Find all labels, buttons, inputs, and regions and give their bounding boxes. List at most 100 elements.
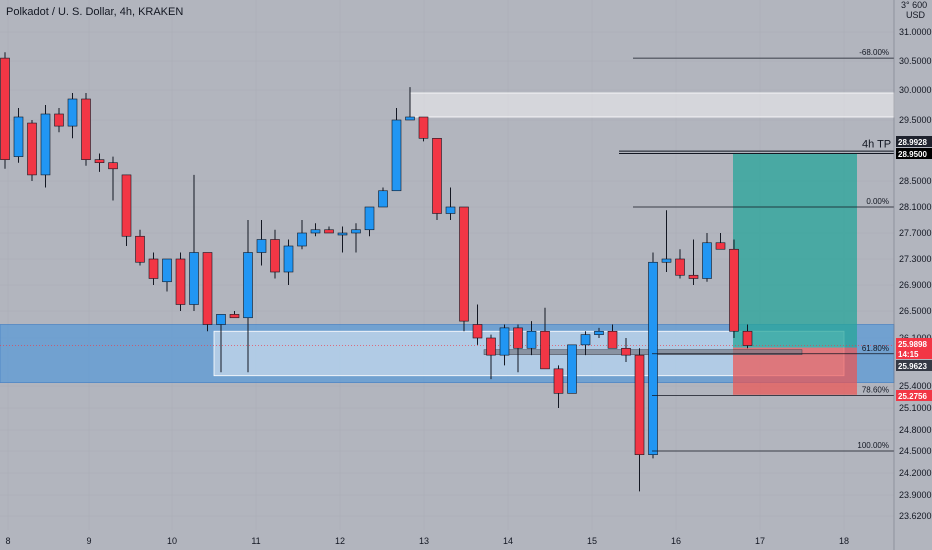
price-tag-label: 14:15 xyxy=(898,350,919,359)
price-tag-bg xyxy=(896,390,932,401)
price-tag-label: 25.2756 xyxy=(898,392,927,401)
x-tick-label: 10 xyxy=(167,536,177,546)
y-tick-label: 30.0000 xyxy=(899,85,932,95)
candle-body xyxy=(391,119,402,192)
x-tick-label: 15 xyxy=(587,536,597,546)
candle-body xyxy=(418,116,429,139)
candle-body xyxy=(675,258,685,276)
candle-body xyxy=(378,190,388,208)
candle-body xyxy=(648,261,658,455)
candle-body xyxy=(634,354,645,455)
y-tick-label: 25.1000 xyxy=(899,403,932,413)
price-axis[interactable]: 31.0000 30.5000 30.0000 29.5000 28.5000 28.10… xyxy=(893,0,932,550)
candle-body xyxy=(337,232,348,236)
candle-body xyxy=(702,242,712,279)
y-tick-label: 29.5000 xyxy=(899,115,932,125)
candle-body xyxy=(108,162,118,170)
candle-body xyxy=(580,334,591,346)
candle-body xyxy=(526,330,537,349)
x-tick-label: 16 xyxy=(671,536,681,546)
y-tick-label: 26.9000 xyxy=(899,280,932,290)
stop-loss-zone xyxy=(733,347,857,395)
candle-body xyxy=(13,116,24,157)
y-tick-label: 24.2000 xyxy=(899,468,932,478)
candle-body xyxy=(94,159,105,163)
candle-body xyxy=(175,258,186,305)
candle-body xyxy=(243,252,253,319)
price-tag-label: 25.9623 xyxy=(898,362,927,371)
x-tick-label: 17 xyxy=(755,536,765,546)
x-tick-label: 14 xyxy=(503,536,513,546)
fib-label: 61.80% xyxy=(862,344,889,353)
candle-body xyxy=(405,116,415,121)
candle-body xyxy=(202,252,213,325)
y-tick-label: 27.3000 xyxy=(899,254,932,264)
candle-body xyxy=(297,232,307,247)
candle-body xyxy=(513,327,523,349)
candle-body xyxy=(67,98,78,127)
candle-body xyxy=(742,330,753,346)
price-tag-label: 28.9500 xyxy=(898,150,927,159)
candle-body xyxy=(216,314,226,325)
candle-body xyxy=(81,98,91,160)
candle-body xyxy=(553,368,564,394)
candle-body xyxy=(364,206,375,231)
candle-body xyxy=(432,138,442,214)
price-tag-bg xyxy=(896,136,932,147)
fib-label: 78.60% xyxy=(862,386,889,395)
candle-body xyxy=(661,258,672,263)
x-tick-label: 13 xyxy=(419,536,429,546)
price-tag-bg xyxy=(896,360,932,371)
chart-title: Polkadot / U. S. Dollar, 4h, KRAKEN xyxy=(6,6,183,18)
x-tick-label: 18 xyxy=(839,536,849,546)
candle-body xyxy=(189,252,199,305)
candles[interactable] xyxy=(0,52,753,492)
y-tick-label: 28.5000 xyxy=(899,176,932,186)
candle-body xyxy=(715,242,726,250)
fib-label: -68.00% xyxy=(859,48,889,57)
price-tag-bg xyxy=(896,348,932,359)
candle-body xyxy=(135,235,145,263)
price-tag-label: 25.9898 xyxy=(898,340,927,349)
candle-body xyxy=(567,344,577,394)
fib-label: 100.00% xyxy=(857,441,889,450)
range-marker xyxy=(483,349,803,355)
fibonacci-levels: -68.00% 0.00% 61.80% 78.60% 100.00% xyxy=(633,48,894,452)
tp-annotation: 4h TP xyxy=(862,138,891,150)
zones: 4h TP xyxy=(0,92,895,395)
y-tick-label: 28.1000 xyxy=(899,202,932,212)
price-tag-bg xyxy=(896,148,932,159)
candle-body xyxy=(607,330,618,349)
price-tag-bg xyxy=(896,338,932,349)
y-tick-label: 27.7000 xyxy=(899,228,932,238)
candle-body xyxy=(0,57,10,160)
x-tick-label: 9 xyxy=(86,536,91,546)
candle-body xyxy=(472,324,483,339)
candle-body xyxy=(256,239,267,253)
candle-body xyxy=(324,229,334,234)
x-tick-label: 8 xyxy=(5,536,10,546)
y-tick-label: 25.4000 xyxy=(899,381,932,391)
y-tick-label: 24.8000 xyxy=(899,425,932,435)
time-axis[interactable]: 8 9 10 11 12 13 14 15 16 17 18 xyxy=(5,536,849,546)
candle-body xyxy=(121,174,132,237)
y-tick-label: 26.5000 xyxy=(899,306,932,316)
supply-zone xyxy=(409,92,895,118)
candle-body xyxy=(310,229,321,234)
candle-body xyxy=(445,206,456,214)
candle-body xyxy=(621,347,631,356)
candle-body xyxy=(459,206,469,322)
y-tick-label: 30.5000 xyxy=(899,56,932,66)
candle-body xyxy=(229,314,240,319)
fib-label: 0.00% xyxy=(866,197,889,206)
x-tick-label: 11 xyxy=(251,536,260,546)
candle-body xyxy=(148,258,159,279)
currency-label: USD xyxy=(906,10,926,20)
x-tick-label: 12 xyxy=(335,536,345,546)
candle-body xyxy=(162,258,172,283)
candle-body xyxy=(499,327,510,356)
y-tick-label: 31.0000 xyxy=(899,27,932,37)
